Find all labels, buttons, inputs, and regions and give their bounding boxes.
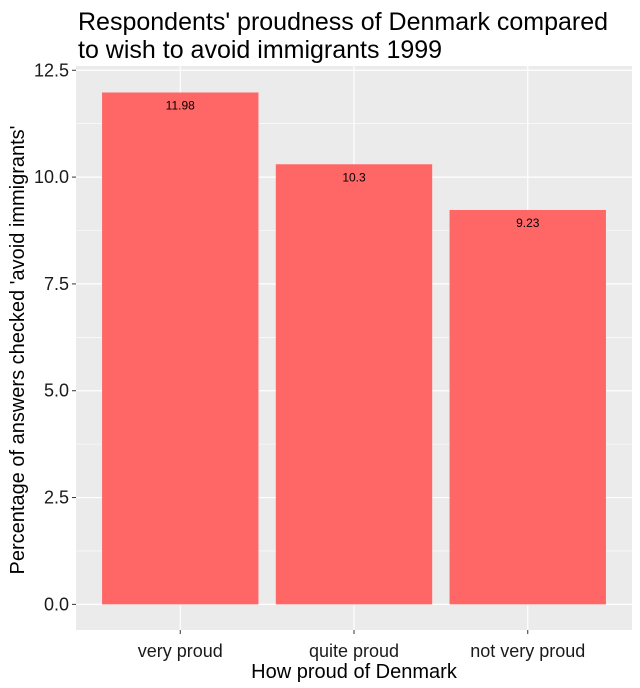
y-tick-label: 5.0 (44, 381, 69, 401)
x-axis-title: How proud of Denmark (251, 661, 458, 683)
x-axis: very proud quite proud not very proud (138, 630, 585, 661)
y-axis: 0.0 2.5 5.0 7.5 10.0 12.5 (34, 60, 76, 614)
bar-3 (449, 209, 606, 605)
data-label-1: 11.98 (166, 98, 195, 112)
y-tick-label: 0.0 (44, 594, 69, 614)
y-tick-label: 10.0 (34, 167, 69, 187)
data-label-3: 9.23 (516, 216, 540, 230)
y-tick-label: 7.5 (44, 274, 69, 294)
y-tick-label: 12.5 (34, 60, 69, 80)
chart-title-line-1: Respondents' proudness of Denmark compar… (78, 8, 608, 36)
x-tick-label: not very proud (470, 641, 585, 661)
bar-1 (102, 92, 259, 605)
chart-title-line-2: to wish to avoid immigrants 1999 (78, 36, 442, 64)
data-label-2: 10.3 (342, 170, 366, 184)
bars (102, 92, 606, 605)
x-tick-label: very proud (138, 641, 223, 661)
bar-2 (275, 164, 433, 605)
x-tick-label: quite proud (309, 641, 399, 661)
y-tick-label: 2.5 (44, 488, 69, 508)
data-labels: 11.98 10.3 9.23 (166, 98, 540, 230)
y-axis-title: Percentage of answers checked 'avoid imm… (7, 126, 29, 575)
